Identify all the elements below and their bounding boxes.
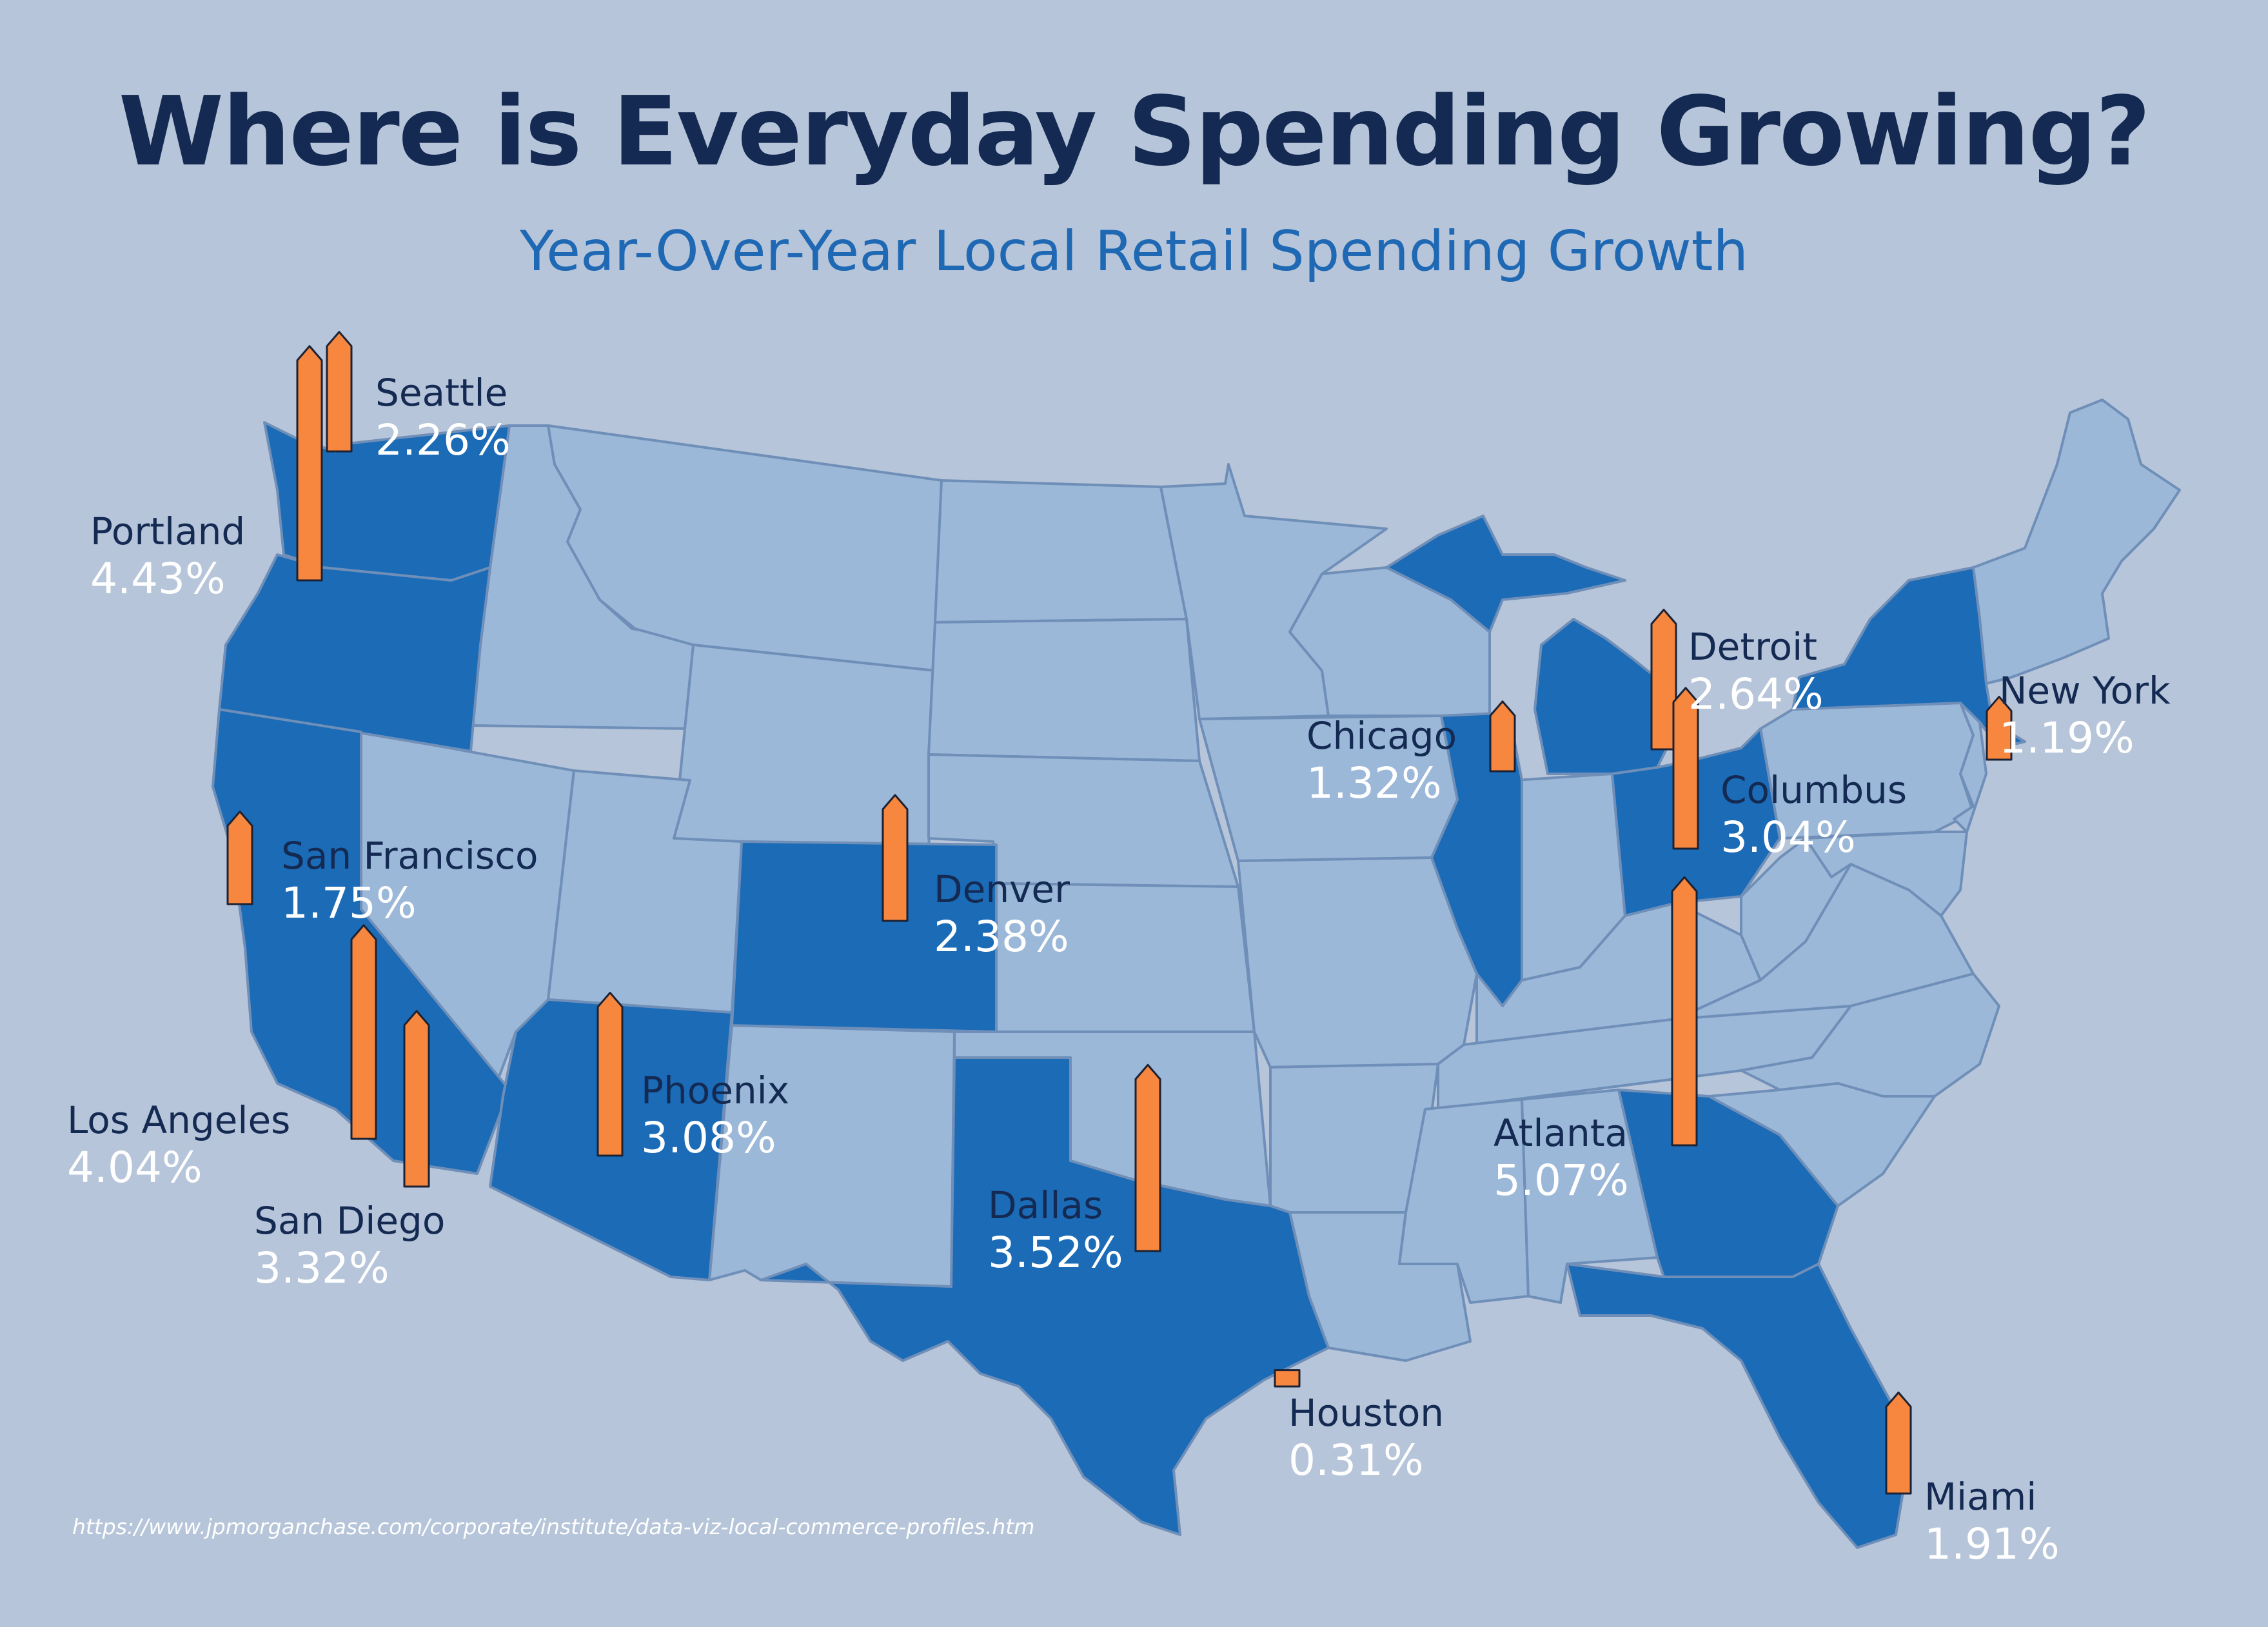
san-francisco-growth-arrow-icon (226, 811, 253, 905)
city-label-miami: Miami 1.91% (1924, 1478, 2060, 1566)
city-growth-value: 2.64% (1688, 669, 1824, 719)
state-new-england (1972, 399, 2181, 685)
san-diego-growth-arrow-icon (403, 1010, 430, 1188)
city-name: Portland (90, 509, 246, 553)
growth-arrows (226, 331, 2013, 1495)
city-label-los-angeles: Los Angeles 4.04% (67, 1101, 290, 1189)
city-growth-value: 3.08% (641, 1113, 776, 1163)
city-label-phoenix: Phoenix 3.08% (641, 1072, 789, 1159)
state-new-jersey (1953, 702, 1987, 833)
city-name: New York (1999, 669, 2171, 713)
city-growth-value: 2.26% (375, 415, 511, 465)
city-name: Denver (934, 867, 1070, 911)
city-name: Atlanta (1494, 1111, 1628, 1155)
city-growth-value: 1.91% (1924, 1519, 2060, 1569)
page-title: Where is Everyday Spending Growing? (118, 76, 2151, 187)
city-name: Columbus (1721, 768, 1908, 812)
detroit-growth-arrow-icon (1650, 609, 1677, 751)
city-growth-value: 1.19% (1999, 713, 2135, 763)
city-growth-value: 3.04% (1721, 813, 1856, 862)
city-name: San Francisco (281, 834, 538, 878)
city-label-chicago: Chicago 1.32% (1307, 717, 1457, 805)
city-growth-value: 1.32% (1307, 758, 1442, 808)
state-south-dakota (927, 618, 1201, 762)
city-growth-value: 4.43% (90, 554, 226, 604)
city-label-dallas: Dallas 3.52% (988, 1187, 1123, 1274)
state-upper-michigan (1385, 515, 1626, 633)
city-name: Los Angeles (67, 1098, 291, 1142)
city-label-san-diego: San Diego 3.32% (254, 1202, 445, 1290)
state-oregon (218, 553, 491, 753)
state-texas (760, 1056, 1330, 1536)
page-subtitle: Year-Over-Year Local Retail Spending Gro… (520, 219, 1748, 284)
chicago-growth-arrow-icon (1489, 700, 1516, 773)
city-growth-value: 3.52% (988, 1228, 1123, 1277)
city-growth-value: 0.31% (1288, 1435, 1424, 1485)
columbus-growth-arrow-icon (1672, 687, 1699, 850)
state-missouri (1237, 856, 1478, 1069)
dallas-growth-arrow-icon (1134, 1063, 1161, 1252)
city-growth-value: 4.04% (67, 1143, 202, 1192)
city-growth-value: 1.75% (281, 878, 417, 928)
portland-growth-arrow-icon (296, 345, 323, 582)
city-growth-value: 5.07% (1494, 1156, 1629, 1205)
state-florida (1566, 1263, 1910, 1549)
city-label-houston: Houston 0.31% (1288, 1394, 1444, 1482)
miami-growth-arrow-icon (1885, 1391, 1912, 1495)
seattle-growth-arrow-icon (326, 331, 353, 453)
phoenix-growth-arrow-icon (597, 991, 624, 1157)
city-label-denver: Denver 2.38% (934, 871, 1070, 958)
city-name: Dallas (988, 1183, 1103, 1227)
houston-growth-arrow-icon (1274, 1369, 1301, 1388)
state-north-dakota (934, 479, 1188, 624)
city-label-detroit: Detroit 2.64% (1688, 628, 1824, 716)
city-name: Seattle (375, 371, 508, 415)
source-citation: https://www.jpmorganchase.com/corporate/… (72, 1514, 1035, 1539)
city-growth-value: 2.38% (934, 912, 1069, 961)
city-label-seattle: Seattle 2.26% (375, 374, 511, 462)
atlanta-growth-arrow-icon (1671, 876, 1698, 1147)
denver-growth-arrow-icon (882, 794, 909, 922)
city-name: San Diego (254, 1199, 446, 1243)
los-angeles-growth-arrow-icon (350, 924, 377, 1140)
city-label-portland: Portland 4.43% (90, 513, 245, 600)
city-name: Miami (1924, 1475, 2037, 1519)
city-label-columbus: Columbus 3.04% (1721, 771, 1907, 859)
city-name: Phoenix (641, 1069, 790, 1112)
state-colorado (731, 840, 998, 1033)
state-new-york (1791, 566, 2026, 749)
city-label-new-york: New York 1.19% (1999, 672, 2171, 760)
new-york-growth-arrow-icon (1986, 695, 2013, 761)
city-name: Houston (1288, 1391, 1445, 1435)
city-growth-value: 3.32% (254, 1243, 390, 1293)
city-name: Detroit (1688, 625, 1817, 669)
city-label-san-francisco: San Francisco 1.75% (281, 837, 538, 925)
city-name: Chicago (1307, 714, 1457, 758)
city-label-atlanta: Atlanta 5.07% (1494, 1114, 1629, 1202)
state-maryland-delaware (1804, 831, 1968, 917)
